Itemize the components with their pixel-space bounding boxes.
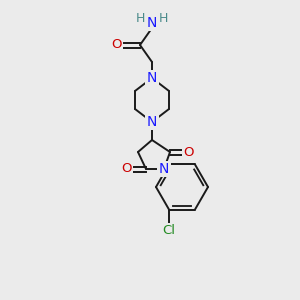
Text: H: H [135,11,145,25]
Text: N: N [147,71,157,85]
Text: O: O [121,163,131,176]
Text: O: O [111,38,121,52]
Text: N: N [147,115,157,129]
Text: H: H [158,11,168,25]
Text: O: O [184,146,194,158]
Text: N: N [147,16,157,30]
Text: Cl: Cl [163,224,176,237]
Text: N: N [159,162,169,176]
